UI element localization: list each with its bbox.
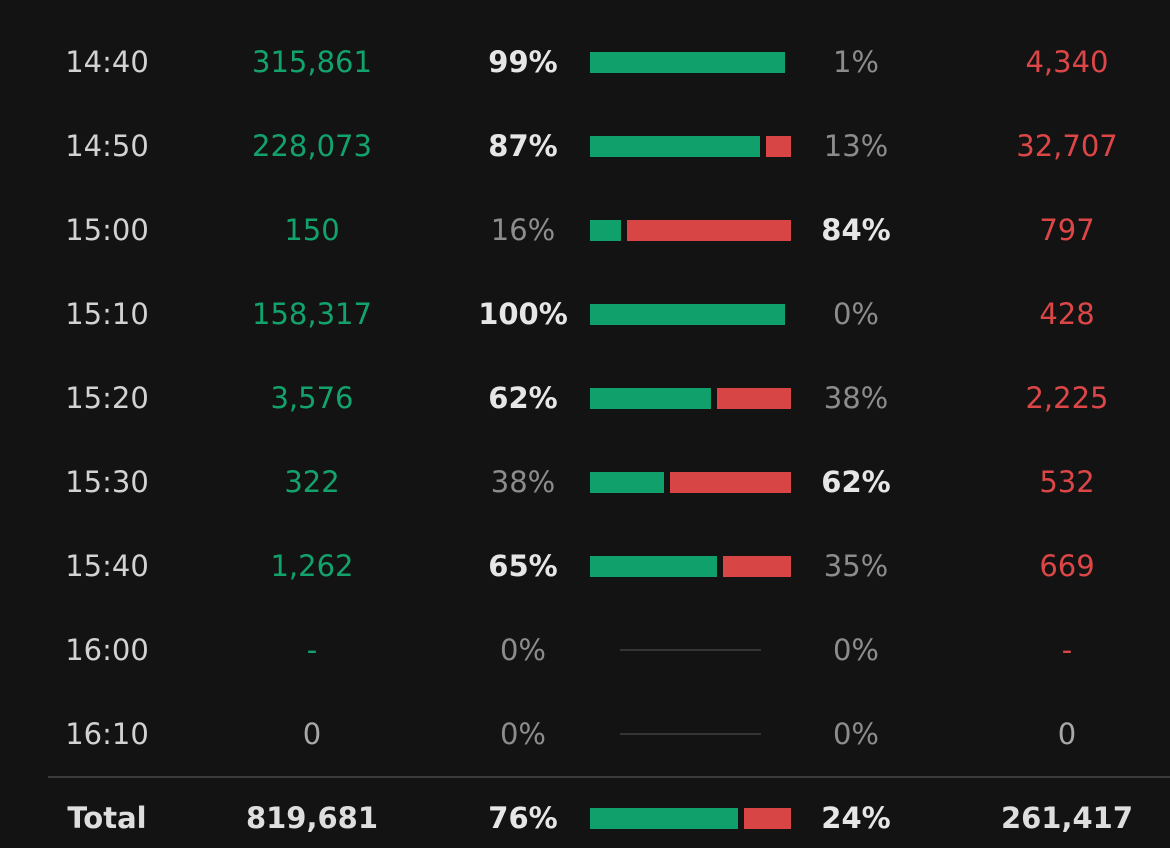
sell-percent-cell: 84% — [821, 213, 891, 247]
buy-volume-cell: 315,861 — [252, 45, 372, 79]
sell-ratio-segment — [670, 472, 791, 493]
buy-volume-cell: 150 — [284, 213, 340, 247]
table-row: 14:40 315,861 99% 1% 4,340 — [0, 32, 1170, 92]
sell-volume-cell: 797 — [1039, 213, 1095, 247]
total-sell-percent: 24% — [821, 801, 891, 835]
total-row: Total 819,681 76% 24% 261,417 — [0, 788, 1170, 848]
sell-ratio-segment — [717, 388, 791, 409]
buy-volume-cell: - — [306, 633, 318, 667]
table-row: 15:40 1,262 65% 35% 669 — [0, 536, 1170, 596]
sell-percent-cell: 0% — [832, 297, 879, 331]
sell-volume-cell: 532 — [1039, 465, 1095, 499]
table-row: 15:20 3,576 62% 38% 2,225 — [0, 368, 1170, 428]
buy-percent-cell: 16% — [490, 213, 556, 247]
buy-ratio-segment — [590, 808, 738, 829]
total-sell-volume: 261,417 — [1000, 801, 1134, 835]
buy-percent-cell: 100% — [478, 297, 568, 331]
total-divider — [48, 776, 1170, 778]
table-row: 15:10 158,317 100% 0% 428 — [0, 284, 1170, 344]
sell-percent-cell: 13% — [823, 129, 889, 163]
sell-volume-cell: 669 — [1039, 549, 1095, 583]
buy-ratio-segment — [590, 556, 717, 577]
table-row: 16:00 - 0% 0% - — [0, 620, 1170, 680]
buy-volume-cell: 3,576 — [270, 381, 354, 415]
table-row: 15:30 322 38% 62% 532 — [0, 452, 1170, 512]
buy-sell-ratio-bar — [590, 388, 791, 409]
time-cell: 15:30 — [65, 465, 149, 499]
sell-ratio-segment — [723, 556, 791, 577]
buy-volume-cell: 228,073 — [252, 129, 372, 163]
buy-ratio-segment — [590, 304, 785, 325]
buy-sell-ratio-bar — [590, 220, 791, 241]
buy-percent-cell: 87% — [488, 129, 558, 163]
sell-ratio-segment — [627, 220, 791, 241]
buy-percent-cell: 0% — [499, 633, 546, 667]
time-cell: 15:40 — [65, 549, 149, 583]
empty-ratio-line — [620, 649, 761, 651]
buy-ratio-segment — [590, 136, 760, 157]
buy-sell-ratio-bar — [590, 556, 791, 577]
buy-percent-cell: 38% — [490, 465, 556, 499]
buy-volume-cell: 322 — [284, 465, 340, 499]
buy-volume-cell: 1,262 — [270, 549, 354, 583]
sell-volume-cell: 428 — [1039, 297, 1095, 331]
time-cell: 16:00 — [65, 633, 149, 667]
total-buy-percent: 76% — [488, 801, 558, 835]
buy-ratio-segment — [590, 388, 711, 409]
sell-percent-cell: 0% — [832, 717, 879, 751]
sell-percent-cell: 62% — [821, 465, 891, 499]
table-row: 14:50 228,073 87% 13% 32,707 — [0, 116, 1170, 176]
buy-percent-cell: 62% — [488, 381, 558, 415]
time-cell: 15:00 — [65, 213, 149, 247]
buy-sell-ratio-bar — [590, 304, 791, 325]
sell-volume-cell: 4,340 — [1025, 45, 1109, 79]
sell-volume-cell: 0 — [1057, 717, 1077, 751]
time-cell: 14:50 — [65, 129, 149, 163]
table-row: 15:00 150 16% 84% 797 — [0, 200, 1170, 260]
table-row: 16:10 0 0% 0% 0 — [0, 704, 1170, 764]
buy-volume-cell: 0 — [302, 717, 322, 751]
time-cell: 14:40 — [65, 45, 149, 79]
sell-percent-cell: 0% — [832, 633, 879, 667]
sell-volume-cell: - — [1061, 633, 1073, 667]
buy-volume-cell: 158,317 — [252, 297, 372, 331]
total-buy-sell-ratio-bar — [590, 808, 791, 829]
buy-sell-ratio-bar — [590, 52, 791, 73]
time-cell: 15:20 — [65, 381, 149, 415]
buy-ratio-segment — [590, 52, 785, 73]
sell-percent-cell: 35% — [823, 549, 889, 583]
total-label: Total — [67, 801, 147, 835]
sell-percent-cell: 1% — [832, 45, 879, 79]
buy-sell-ratio-bar — [590, 472, 791, 493]
time-cell: 15:10 — [65, 297, 149, 331]
buy-ratio-segment — [590, 472, 664, 493]
sell-ratio-segment — [766, 136, 791, 157]
sell-ratio-segment — [744, 808, 791, 829]
sell-volume-cell: 2,225 — [1025, 381, 1109, 415]
buy-sell-ratio-bar — [590, 136, 791, 157]
sell-percent-cell: 38% — [823, 381, 889, 415]
buy-percent-cell: 0% — [499, 717, 546, 751]
buy-percent-cell: 65% — [488, 549, 558, 583]
buy-ratio-segment — [590, 220, 621, 241]
empty-ratio-line — [620, 733, 761, 735]
buy-percent-cell: 99% — [488, 45, 558, 79]
total-buy-volume: 819,681 — [245, 801, 379, 835]
sell-volume-cell: 32,707 — [1016, 129, 1118, 163]
time-cell: 16:10 — [65, 717, 149, 751]
